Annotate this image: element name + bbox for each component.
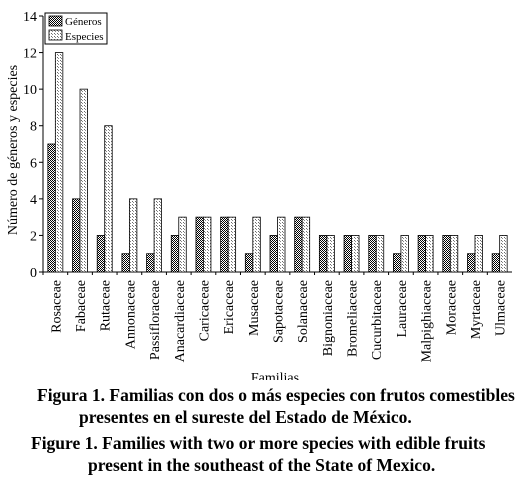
- x-tick-label: Bromeliaceae: [346, 280, 361, 357]
- x-tick-label: Bignoniaceae: [321, 280, 336, 356]
- x-tick-label: Malpighiaceae: [420, 280, 435, 362]
- bar-especies: [425, 235, 434, 273]
- legend-swatch-especies: [48, 29, 63, 41]
- y-tick-label: 8: [30, 120, 37, 135]
- x-tick-label: Myrtaceae: [469, 280, 484, 339]
- bar-generos: [491, 253, 501, 273]
- y-tick-label: 6: [30, 156, 37, 171]
- x-tick-label: Annonaceae: [123, 280, 138, 349]
- bar-especies: [54, 52, 64, 273]
- bar-especies: [400, 235, 409, 273]
- x-tick-label: Cucurbitaceae: [370, 280, 385, 360]
- x-tick-label: Caricaceae: [197, 280, 212, 341]
- bar-generos: [417, 235, 427, 273]
- bar-especies: [104, 125, 113, 273]
- x-axis-label: Familias: [251, 371, 299, 380]
- x-tick-label: Ulmaceae: [494, 280, 509, 336]
- y-tick-label: 12: [23, 47, 37, 62]
- x-tick-label: Rutaceae: [99, 280, 114, 331]
- bar-generos: [170, 235, 180, 273]
- bar-generos: [195, 216, 204, 273]
- bar-especies: [79, 88, 88, 273]
- y-tick-label: 4: [30, 193, 37, 208]
- x-tick-label: Anacardiaceae: [173, 280, 188, 362]
- legend-label-generos: Géneros: [65, 16, 102, 28]
- bar-generos: [343, 235, 352, 273]
- bar-generos: [442, 235, 451, 273]
- caption-es-line1: Figura 1. Familias con dos o más especie…: [37, 385, 515, 405]
- bar-generos: [146, 253, 155, 273]
- y-axis-label: Número de géneros y especies: [6, 65, 21, 235]
- bar-generos: [393, 253, 402, 273]
- caption-en-line1: Figure 1. Families with two or more spec…: [31, 433, 486, 453]
- bar-generos: [220, 216, 229, 273]
- x-tick-label: Rosaceae: [49, 280, 64, 333]
- bar-especies: [375, 235, 385, 273]
- bar-generos: [269, 235, 278, 273]
- bar-chart: 0 2 4 6 8 10 12 14 Rosaceae Fabaceae Rutaceae Annon…: [6, 10, 512, 380]
- x-tick-label: Ericaceae: [222, 280, 237, 334]
- bar-especies: [499, 235, 508, 273]
- bar-especies: [449, 235, 459, 273]
- bar-especies: [326, 235, 335, 273]
- bar-especies: [153, 198, 162, 273]
- x-tick-label: Passifloraceae: [148, 280, 163, 360]
- bar-generos: [318, 235, 328, 273]
- bar-generos: [368, 235, 377, 273]
- caption-es-line2: presentes en el sureste del Estado de Mé…: [79, 407, 412, 427]
- bar-especies: [351, 235, 360, 273]
- chart-legend: Géneros Especies: [44, 12, 108, 45]
- x-tick-label: Lauraceae: [395, 280, 410, 338]
- bar-generos: [96, 235, 106, 273]
- x-tick-label: Fabaceae: [74, 280, 89, 332]
- bar-generos: [244, 253, 254, 273]
- legend-swatch-generos: [48, 15, 63, 27]
- y-tick-label: 0: [30, 266, 37, 281]
- bar-generos: [294, 216, 303, 273]
- bar-generos: [47, 143, 56, 273]
- bar-especies: [252, 216, 261, 273]
- y-tick-label: 10: [23, 83, 37, 98]
- bar-especies: [128, 198, 138, 273]
- caption-en-line2: present in the southeast of the State of…: [88, 455, 436, 475]
- x-tick-label: Solanaceae: [296, 280, 311, 343]
- bar-generos: [467, 253, 476, 273]
- bar-especies: [227, 216, 237, 273]
- bar-especies: [474, 235, 483, 273]
- bar-especies: [277, 216, 286, 273]
- bar-especies: [301, 216, 311, 273]
- bar-generos: [121, 253, 130, 273]
- x-tick-label: Sapotaceae: [272, 280, 287, 343]
- legend-label-especies: Especies: [65, 31, 103, 43]
- bar-generos: [72, 198, 81, 273]
- y-tick-label: 14: [23, 10, 37, 25]
- x-tick-label: Musaceae: [247, 280, 262, 336]
- bar-especies: [203, 216, 212, 273]
- bar-especies: [178, 216, 187, 273]
- y-tick-label: 2: [30, 229, 37, 244]
- x-tick-label: Moraceae: [444, 280, 459, 335]
